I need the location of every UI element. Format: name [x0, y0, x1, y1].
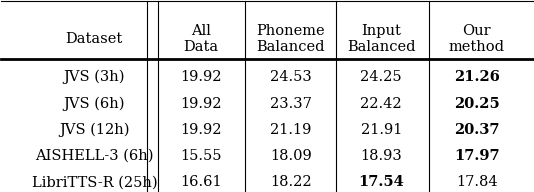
Text: 19.92: 19.92 — [180, 123, 222, 137]
Text: 17.54: 17.54 — [358, 175, 404, 189]
Text: All
Data: All Data — [183, 24, 218, 54]
Text: 17.84: 17.84 — [456, 175, 498, 189]
Text: 17.97: 17.97 — [454, 149, 500, 163]
Text: AISHELL-3 (6h): AISHELL-3 (6h) — [35, 149, 154, 163]
Text: 24.53: 24.53 — [270, 70, 312, 84]
Text: 16.61: 16.61 — [180, 175, 222, 189]
Text: 19.92: 19.92 — [180, 70, 222, 84]
Text: 24.25: 24.25 — [360, 70, 402, 84]
Text: 19.92: 19.92 — [180, 97, 222, 111]
Text: 18.93: 18.93 — [360, 149, 402, 163]
Text: JVS (6h): JVS (6h) — [64, 96, 125, 111]
Text: 21.26: 21.26 — [454, 70, 500, 84]
Text: 18.09: 18.09 — [270, 149, 312, 163]
Text: Phoneme
Balanced: Phoneme Balanced — [257, 24, 325, 54]
Text: 15.55: 15.55 — [180, 149, 222, 163]
Text: 21.19: 21.19 — [270, 123, 312, 137]
Text: 22.42: 22.42 — [360, 97, 402, 111]
Text: JVS (3h): JVS (3h) — [64, 70, 125, 84]
Text: Our
method: Our method — [449, 24, 505, 54]
Text: 20.25: 20.25 — [454, 97, 500, 111]
Text: 20.37: 20.37 — [454, 123, 500, 137]
Text: 18.22: 18.22 — [270, 175, 312, 189]
Text: Input
Balanced: Input Balanced — [347, 24, 415, 54]
Text: LibriTTS-R (25h): LibriTTS-R (25h) — [32, 175, 157, 189]
Text: JVS (12h): JVS (12h) — [59, 122, 130, 137]
Text: 21.91: 21.91 — [360, 123, 402, 137]
Text: Dataset: Dataset — [66, 32, 123, 46]
Text: 23.37: 23.37 — [270, 97, 312, 111]
